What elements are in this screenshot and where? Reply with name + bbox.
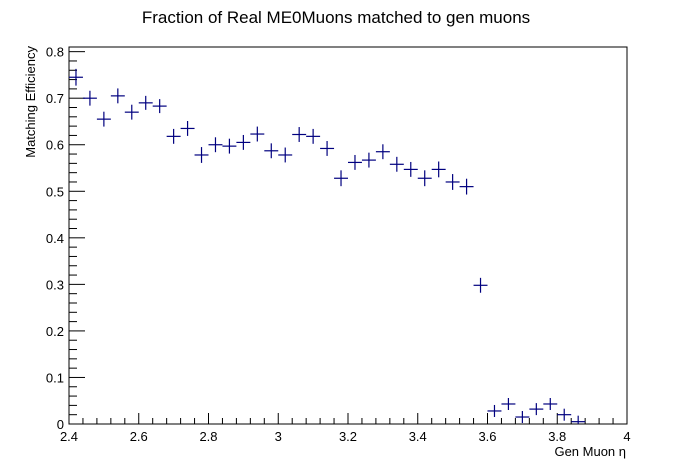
x-axis-label: Gen Muon η (554, 444, 626, 459)
y-tick-label: 0.2 (46, 324, 64, 339)
x-tick-label: 3.6 (478, 429, 496, 444)
data-point (361, 152, 376, 168)
data-point (194, 147, 209, 163)
y-tick-label: 0.4 (46, 231, 64, 246)
data-point (473, 277, 488, 293)
x-tick-label: 3.2 (339, 429, 357, 444)
data-point (431, 161, 446, 178)
y-tick-label: 0.5 (46, 184, 64, 199)
y-axis-label: Matching Efficiency (23, 46, 38, 158)
y-tick-label: 0.6 (46, 138, 64, 153)
data-point (138, 95, 153, 110)
y-tick-label: 0.7 (46, 91, 64, 106)
data-point (403, 161, 418, 177)
data-point (69, 68, 83, 86)
y-axis: 0 0.1 0.2 0.3 0.4 0.5 0.6 0.7 0.8 (46, 45, 85, 432)
x-tick-label: 3.4 (409, 429, 427, 444)
chart-title: Fraction of Real ME0Muons matched to gen… (142, 8, 530, 27)
data-point (487, 404, 502, 417)
data-point (264, 143, 279, 159)
data-point (515, 411, 530, 424)
data-point (124, 104, 139, 120)
data-point (557, 408, 572, 421)
data-point (222, 138, 237, 154)
data-point (529, 403, 544, 416)
y-tick-label: 0.3 (46, 277, 64, 292)
data-point (571, 415, 586, 424)
data-point (389, 156, 404, 172)
data-point (110, 88, 125, 104)
data-point (501, 397, 516, 410)
data-point (306, 128, 321, 144)
data-point (82, 90, 97, 106)
data-point (445, 174, 460, 190)
x-tick-label: 3.8 (548, 429, 566, 444)
x-tick-label: 2.4 (60, 429, 78, 444)
y-tick-label: 0 (57, 417, 64, 432)
data-point (417, 170, 432, 187)
x-tick-label: 2.6 (130, 429, 148, 444)
y-tick-label: 0.8 (46, 45, 64, 60)
data-point (320, 141, 335, 156)
x-tick-label: 3 (275, 429, 282, 444)
data-point (180, 121, 195, 136)
data-point (236, 134, 251, 150)
data-point (278, 147, 293, 163)
x-axis: 2.4 2.6 2.8 3 3.2 3.4 3.6 3.8 4 (60, 413, 631, 444)
data-point (292, 127, 307, 142)
data-point (348, 154, 362, 170)
x-tick-label: 4 (623, 429, 630, 444)
data-point (543, 397, 558, 410)
data-point (96, 111, 111, 127)
data-point (166, 128, 181, 144)
data-point (459, 178, 474, 195)
x-tick-label: 2.8 (199, 429, 217, 444)
data-point (250, 126, 265, 142)
data-points (69, 68, 586, 424)
data-point (375, 144, 390, 160)
data-point (152, 99, 167, 114)
plot-frame (68, 46, 628, 425)
data-point (334, 170, 348, 187)
data-point (208, 137, 223, 153)
y-tick-label: 0.1 (46, 370, 64, 385)
